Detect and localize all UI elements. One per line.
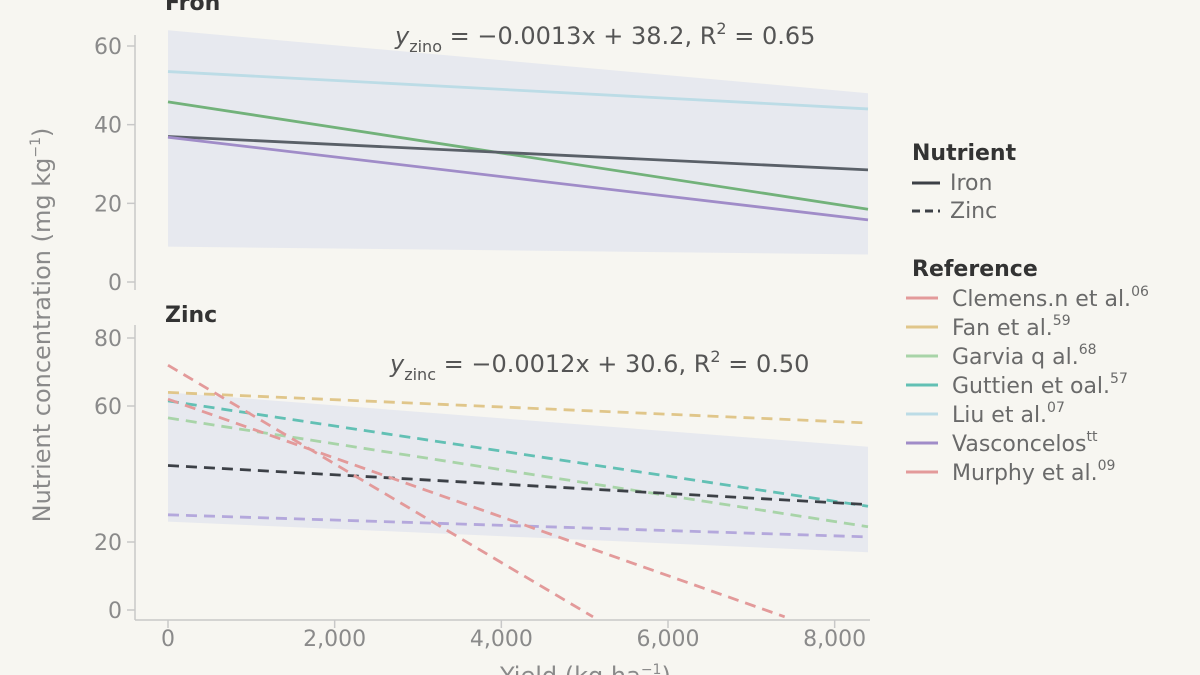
iron-eq-r2sup: 2 <box>716 19 726 38</box>
y-axis-label-close: ) <box>28 128 56 137</box>
zinc-eq-sub: zinc <box>404 365 436 384</box>
x-tick-label: 6,000 <box>637 627 700 652</box>
iron-eq-y: y <box>394 22 410 50</box>
iron-eq-sub: zino <box>409 37 442 56</box>
iron-series-vasconcelos <box>167 135 869 222</box>
iron-y-tick-label: 40 <box>94 114 122 139</box>
legend-reference-title: Reference <box>912 257 1038 282</box>
zinc-series-murphy-et-al- <box>167 397 786 619</box>
iron-panel-title: Fron <box>165 0 220 16</box>
x-axis-label-close: ) <box>661 662 670 675</box>
legend-ref-name: Vasconcelos <box>952 432 1086 457</box>
legend-ref-sup: 59 <box>1053 313 1071 329</box>
legend-ref-sup: 68 <box>1079 342 1097 358</box>
legend-ref-name: Garvia q al. <box>952 345 1079 370</box>
zinc-eq-r2sup: 2 <box>710 347 720 366</box>
iron-y-tick-label: 20 <box>94 192 122 217</box>
y-axis-label-text: Nutrient concentration (mg kg <box>28 158 56 523</box>
iron-y-tick-label: 60 <box>94 35 122 60</box>
legend-ref-label: Liu et al.07 <box>952 400 1065 428</box>
legend-ref-label: Vasconcelostt <box>952 429 1098 457</box>
iron-panel: 0 20 40 60 Fron yzino = −0.0013x + 38.2, R2… <box>94 0 869 296</box>
legend: Nutrient Iron Zinc Reference Clemens.n e… <box>906 141 1149 486</box>
zinc-y-tick-label: 20 <box>94 531 122 556</box>
legend-ref-label: Fan et al.59 <box>952 313 1071 341</box>
iron-eq-rhs: = −0.0013x + 38.2, R <box>442 22 716 50</box>
zinc-y-tick-label: 60 <box>94 395 122 420</box>
legend-ref-label: Murphy et al.09 <box>952 458 1115 486</box>
legend-ref-name: Guttien et oal. <box>952 374 1110 399</box>
zinc-confidence-band <box>168 392 868 553</box>
y-axis-label-sup: −1 <box>28 137 44 158</box>
zinc-y-tick-label: 0 <box>108 599 122 624</box>
legend-ref-sup: 06 <box>1131 284 1149 300</box>
x-tick-label: 8,000 <box>803 627 866 652</box>
iron-series-garvia-q-al- <box>167 100 869 211</box>
x-tick-label: 2,000 <box>303 627 366 652</box>
zinc-eq-rhs: = −0.0012x + 30.6, R <box>436 350 710 378</box>
legend-ref-name: Fan et al. <box>952 316 1053 341</box>
iron-series-iron-fit <box>167 135 869 172</box>
legend-ref-name: Murphy et al. <box>952 461 1098 486</box>
y-axis-label: Nutrient concentration (mg kg−1) <box>28 128 56 523</box>
x-tick-label: 4,000 <box>470 627 533 652</box>
zinc-eq-tail: = 0.50 <box>721 350 810 378</box>
zinc-series-zinc-fit <box>167 464 869 506</box>
legend-ref-label: Guttien et oal.57 <box>952 371 1128 399</box>
legend-ref-name: Liu et al. <box>952 403 1047 428</box>
iron-y-tick-label: 0 <box>108 271 122 296</box>
zinc-series-vasconcelos <box>167 513 869 539</box>
zinc-panel-title: Zinc <box>165 303 217 328</box>
zinc-y-tick-label: 80 <box>94 327 122 352</box>
iron-eq-tail: = 0.65 <box>727 22 816 50</box>
legend-ref-label: Garvia q al.68 <box>952 342 1097 370</box>
legend-ref-sup: 07 <box>1047 400 1065 416</box>
legend-nutrient-title: Nutrient <box>912 141 1017 166</box>
legend-zinc-label: Zinc <box>950 199 997 224</box>
legend-ref-name: Clemens.n et al. <box>952 287 1131 312</box>
zinc-series-fan-et-al- <box>167 391 869 425</box>
x-axis-label: Yield (kg ha−1) <box>499 662 671 675</box>
zinc-series-garvia-q-al- <box>167 416 869 529</box>
zinc-series-guttien-et-oal- <box>167 399 869 508</box>
x-axis-label-sup: −1 <box>641 662 662 675</box>
legend-ref-sup: 09 <box>1098 458 1116 474</box>
x-axis-label-text: Yield (kg ha <box>499 662 641 675</box>
legend-ref-sup: tt <box>1086 429 1097 445</box>
iron-series-liu-et-al- <box>167 70 869 111</box>
zinc-series-clemens-n-et-al- <box>167 363 594 619</box>
zinc-panel: 0 20 60 80 0 2,000 4,000 6,000 8,000 Zinc yzinc… <box>94 303 870 652</box>
legend-ref-label: Clemens.n et al.06 <box>952 284 1149 312</box>
zinc-regression-equation: yzinc = −0.0012x + 30.6, R2 = 0.50 <box>389 347 809 384</box>
x-tick-label: 0 <box>161 627 175 652</box>
iron-regression-equation: yzino = −0.0013x + 38.2, R2 = 0.65 <box>394 19 815 56</box>
zinc-eq-y: y <box>389 350 405 378</box>
legend-iron-label: Iron <box>950 171 992 196</box>
legend-ref-sup: 57 <box>1110 371 1128 387</box>
